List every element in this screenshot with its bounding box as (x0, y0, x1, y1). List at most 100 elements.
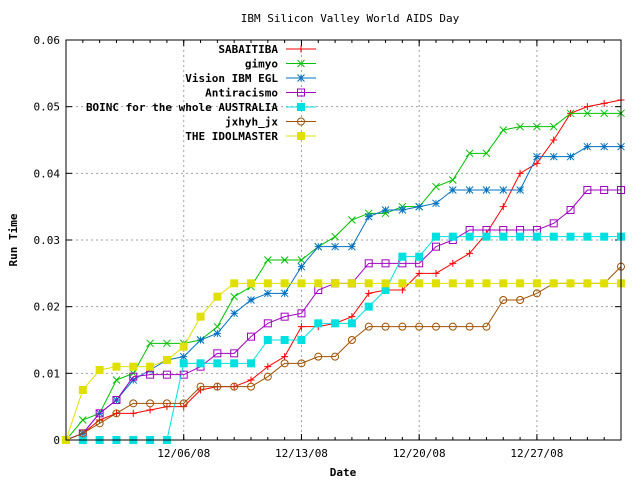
y-tick-label: 0.06 (34, 34, 61, 47)
data-point (179, 399, 188, 408)
data-point (314, 352, 323, 361)
data-point (146, 362, 155, 371)
data-point (550, 136, 558, 144)
data-point (364, 279, 373, 288)
data-point (364, 259, 373, 268)
data-point (448, 176, 457, 184)
data-point (297, 279, 306, 288)
data-point (432, 182, 440, 191)
data-point (213, 349, 222, 358)
data-point (230, 309, 239, 318)
data-point (146, 339, 154, 348)
data-point (95, 366, 104, 374)
data-point (230, 382, 239, 391)
series-line (65, 99, 622, 441)
data-point (179, 359, 188, 368)
data-point (499, 232, 508, 241)
data-point (247, 359, 255, 368)
data-point (448, 186, 457, 194)
data-point (112, 396, 121, 404)
data-point (196, 382, 205, 391)
data-point (280, 279, 289, 288)
series-line (65, 266, 622, 441)
series-layer (62, 96, 625, 444)
data-point (112, 362, 121, 371)
data-point (566, 279, 575, 288)
x-tick-label: 12/20/08 (393, 447, 446, 460)
data-point (448, 232, 457, 241)
data-point (129, 372, 138, 381)
data-point (583, 109, 592, 118)
legend-marker (297, 74, 305, 82)
data-point (331, 319, 340, 328)
data-point (566, 109, 575, 118)
data-point (465, 149, 474, 158)
data-point (566, 206, 575, 214)
data-point (247, 279, 255, 288)
data-point (297, 359, 306, 368)
x-tick-label: 12/13/08 (275, 447, 328, 460)
data-point (314, 242, 323, 251)
data-point (78, 416, 87, 424)
legend-marker (297, 103, 305, 111)
data-point (331, 352, 340, 361)
data-point (583, 103, 591, 111)
data-point (78, 429, 87, 438)
y-tick-label: 0.05 (34, 101, 61, 114)
data-point (297, 256, 306, 264)
legend-label: BOINC for the whole AUSTRALIA (86, 101, 278, 114)
data-point (213, 382, 222, 391)
data-point (213, 329, 222, 338)
series-line (65, 112, 621, 441)
data-point (532, 232, 541, 241)
data-point (263, 319, 272, 328)
data-point (533, 152, 541, 161)
data-point (280, 336, 289, 344)
data-point (347, 336, 356, 344)
data-point (449, 259, 457, 267)
data-point (281, 353, 289, 361)
data-point (432, 322, 440, 331)
data-point (415, 202, 424, 211)
data-point (499, 186, 508, 194)
data-point (264, 363, 272, 371)
series-line (65, 189, 621, 441)
data-point (465, 186, 474, 194)
data-point (364, 302, 373, 311)
legend-marker (297, 45, 305, 53)
series-2 (62, 109, 625, 444)
data-point (230, 292, 239, 301)
data-point (583, 279, 592, 288)
data-point (213, 359, 222, 368)
data-point (600, 109, 609, 118)
x-axis-label: Date (330, 466, 357, 479)
data-point (499, 296, 508, 304)
data-point (381, 279, 390, 288)
data-point (532, 289, 541, 298)
data-point (448, 322, 457, 331)
data-point (331, 232, 339, 241)
data-point (365, 289, 373, 297)
series-line (65, 146, 621, 441)
legend-marker (297, 59, 305, 68)
data-point (213, 292, 222, 301)
legend-item: THE IDOLMASTER (185, 130, 316, 143)
data-point (600, 232, 609, 241)
y-axis-label: Run Time (7, 213, 20, 266)
data-point (566, 232, 575, 241)
legend-marker (297, 88, 305, 97)
data-point (549, 232, 558, 241)
data-point (381, 259, 390, 268)
data-point (146, 399, 155, 408)
data-point (398, 252, 407, 261)
data-point (415, 279, 424, 288)
data-point (533, 122, 541, 131)
data-point (516, 232, 525, 241)
data-point (263, 289, 272, 298)
data-point (179, 352, 188, 361)
data-point (146, 370, 155, 379)
data-point (129, 409, 137, 417)
legend-marker (297, 117, 305, 126)
data-point (348, 216, 356, 224)
